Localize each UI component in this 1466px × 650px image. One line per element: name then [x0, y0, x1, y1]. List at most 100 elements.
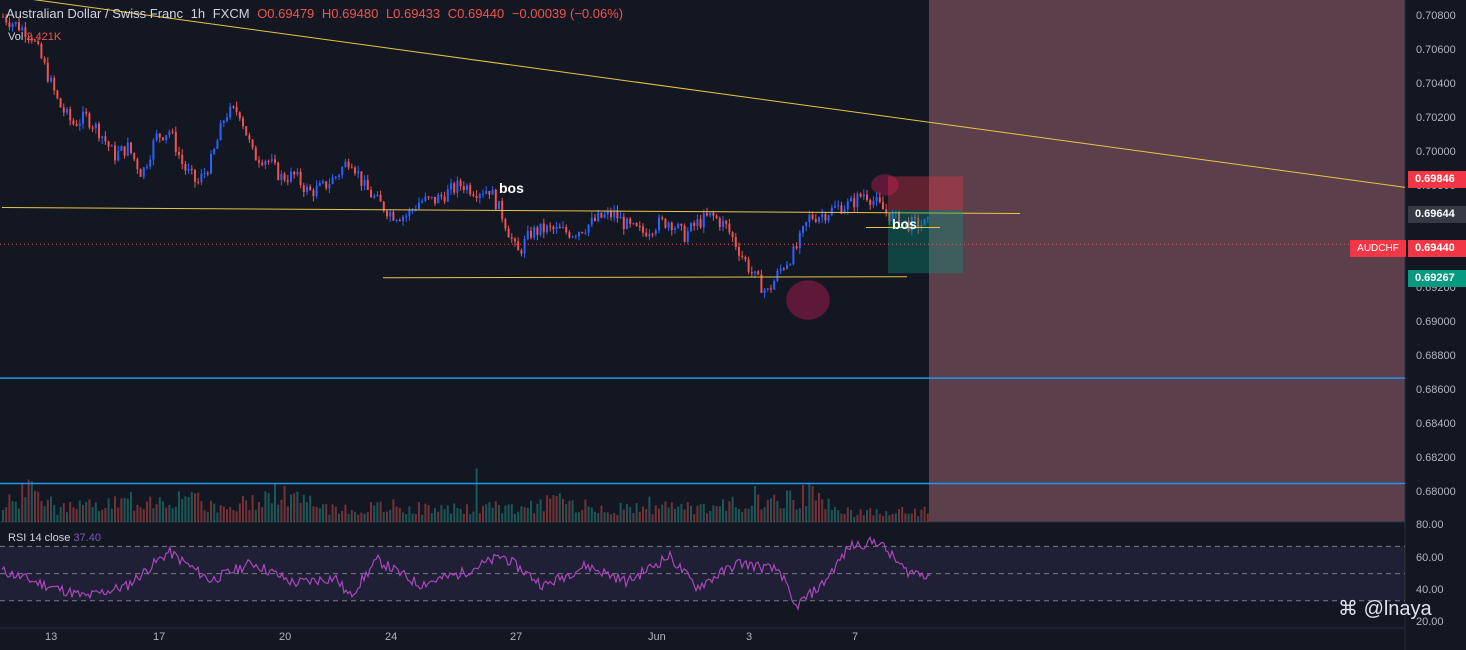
volume-bar: [885, 511, 888, 522]
volume-bar: [40, 500, 43, 522]
candle: [853, 198, 856, 208]
range-bottom-line[interactable]: [382, 276, 908, 279]
candle: [859, 193, 862, 197]
volume-bar: [133, 510, 136, 522]
candle: [920, 225, 923, 228]
candle: [613, 210, 616, 218]
volume-bar: [328, 514, 331, 522]
candle: [757, 271, 760, 275]
candle: [379, 194, 382, 202]
candle: [824, 214, 827, 221]
candle: [744, 256, 747, 260]
candle: [699, 219, 702, 228]
highlight-circle-low[interactable]: [786, 280, 830, 320]
candle: [552, 226, 555, 230]
candle: [670, 222, 673, 231]
volume-bar: [600, 505, 603, 522]
position-target-zone[interactable]: [888, 210, 963, 274]
price-tick: 0.70000: [1416, 146, 1456, 158]
volume-bar: [293, 493, 296, 522]
candle: [645, 232, 648, 237]
rsi-tick: 20.00: [1416, 616, 1444, 628]
candle: [59, 98, 62, 108]
candle: [622, 216, 625, 230]
bos-label-2[interactable]: bos: [892, 216, 917, 232]
volume-bar: [766, 499, 769, 522]
highlight-circle-high[interactable]: [871, 174, 899, 196]
volume-bar: [616, 514, 619, 522]
candle: [261, 162, 264, 165]
volume-bar: [155, 504, 158, 522]
volume-bar: [37, 491, 40, 522]
last-price-badge: 0.69440: [1408, 240, 1466, 257]
candle: [78, 123, 81, 126]
candle: [702, 213, 705, 228]
candle: [270, 159, 273, 162]
volume-bar: [258, 502, 260, 522]
volume-bar: [696, 505, 699, 522]
candle: [802, 226, 804, 233]
volume-bar: [501, 513, 504, 522]
volume-bar: [354, 511, 356, 522]
candle: [594, 217, 596, 221]
interval[interactable]: 1h: [190, 6, 206, 21]
candle: [597, 212, 600, 221]
volume-bar: [517, 511, 520, 522]
descending-trendline[interactable]: [0, 0, 1406, 188]
candle: [875, 197, 878, 202]
candle: [734, 237, 737, 248]
volume-bar: [632, 512, 635, 522]
candle: [443, 196, 446, 202]
position-stop-zone[interactable]: [888, 176, 963, 211]
candle: [837, 205, 840, 207]
candle: [450, 183, 452, 190]
candle: [728, 223, 731, 233]
candle: [222, 120, 225, 124]
candle: [293, 171, 296, 175]
volume-bar: [648, 496, 651, 522]
candle: [210, 154, 212, 174]
candle: [856, 193, 859, 208]
bos-label-1[interactable]: bos: [499, 180, 524, 196]
volume-bar: [795, 509, 798, 522]
volume-bar: [578, 512, 580, 522]
volume-bar: [818, 492, 820, 522]
candle: [309, 186, 312, 191]
candle: [248, 135, 251, 140]
candle: [66, 109, 68, 113]
volume-bar: [325, 504, 328, 522]
candle: [786, 264, 788, 269]
volume-bar: [280, 499, 283, 522]
candle: [85, 111, 88, 114]
volume-bar: [206, 512, 209, 522]
candle: [280, 173, 283, 180]
candle: [338, 175, 340, 177]
candle: [296, 171, 299, 175]
volume-bar: [27, 479, 30, 522]
volume-bar: [763, 507, 766, 522]
volume-bar: [418, 501, 420, 522]
candle: [245, 126, 248, 136]
volume-bar: [571, 500, 574, 522]
volume-bar: [331, 504, 334, 522]
candle: [878, 197, 881, 203]
range-top-line[interactable]: [1, 206, 1021, 214]
volume-bar: [670, 502, 673, 522]
candle: [187, 168, 190, 171]
volume-bar: [475, 468, 478, 522]
candle: [866, 194, 868, 200]
volume-bar: [229, 507, 232, 522]
volume-bar: [395, 506, 398, 522]
volume-bar: [491, 507, 494, 522]
candle: [453, 183, 456, 193]
volume-bar: [488, 502, 491, 522]
candle: [539, 223, 542, 235]
candle: [290, 171, 292, 182]
volume-bar: [808, 482, 811, 522]
symbol-name[interactable]: Australian Dollar / Swiss Franc: [6, 6, 183, 21]
volume-bar: [440, 505, 443, 522]
candle: [104, 136, 107, 142]
volume-bar: [456, 507, 459, 522]
volume-bar: [379, 501, 382, 522]
